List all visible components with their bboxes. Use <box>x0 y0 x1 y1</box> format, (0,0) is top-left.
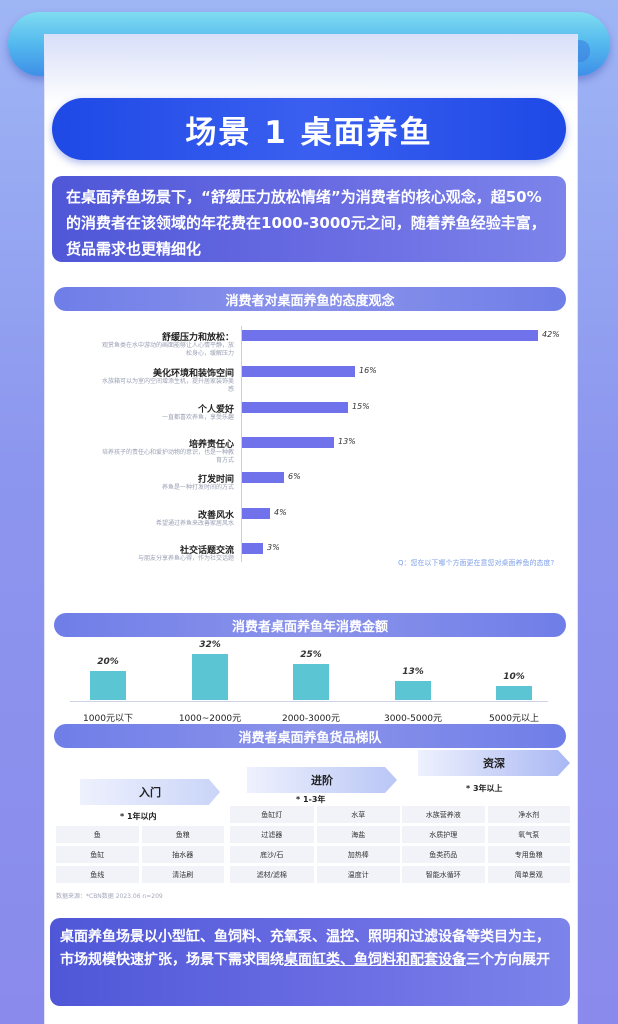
outro-text-part2: 三个方向展开 <box>466 952 550 968</box>
tier-expert-label: 资深 <box>418 750 570 776</box>
tier-item: 水族营养液 <box>402 806 485 823</box>
attitude-row: 打发时间 养鱼是一种打发时间的方式 6% <box>100 472 560 506</box>
spend-section-header: 消费者桌面养鱼年消费金额 <box>54 613 566 637</box>
spend-bar <box>293 664 329 700</box>
attitude-bar <box>242 508 270 519</box>
attitude-description: 观赏鱼类在水中游动的画面能够让人心情平静，放松身心，缓解压力 <box>101 342 234 357</box>
attitude-description: 与朋友分享养鱼心得，作为社交话题 <box>137 555 234 562</box>
tier-item: 简单景观 <box>487 866 570 883</box>
tier-item: 海盐 <box>316 826 400 843</box>
attitude-bar <box>242 330 538 341</box>
attitude-description: 一直都喜欢养鱼，享受乐趣 <box>161 414 234 421</box>
tier-expert-items: 水族营养液 净水剂 水质护理 氧气泵 鱼类药品 专用鱼粮 智能水循环 简单景观 <box>402 806 570 883</box>
spend-category-label: 1000元以下 <box>83 714 133 724</box>
tier-item: 鱼类药品 <box>402 846 485 863</box>
tier-item: 水质护理 <box>402 826 485 843</box>
tier-item: 鱼缸 <box>56 846 139 863</box>
tier-item: 水草 <box>316 806 400 823</box>
tier-item: 鱼粮 <box>141 826 224 843</box>
attitude-bar <box>242 366 355 377</box>
tier-item: 鱼 <box>56 826 139 843</box>
spend-category-label: 2000-3000元 <box>281 714 341 724</box>
tier-advanced-duration: * 1-3年 <box>296 795 326 804</box>
tier-item: 清洁刷 <box>141 866 224 883</box>
tier-item: 底沙/石 <box>230 846 314 863</box>
spend-category-label: 1000~2000元 <box>178 714 242 724</box>
attitude-row: 舒缓压力和放松： 观赏鱼类在水中游动的画面能够让人心情平静，放松身心，缓解压力 42… <box>100 330 560 364</box>
tier-entry-label: 入门 <box>80 779 220 805</box>
spend-value-label: 20% <box>97 657 119 667</box>
attitude-value-label: 42% <box>542 330 560 339</box>
attitude-row: 改善风水 希望通过养鱼来改善家居风水 4% <box>100 508 560 542</box>
spend-bar <box>90 671 126 700</box>
attitude-label: 培养责任心 <box>188 440 234 450</box>
data-source-note: 数据来源：*CBN数据 2023.06 n=209 <box>56 893 163 900</box>
tiers-section-header: 消费者桌面养鱼货品梯队 <box>54 724 566 748</box>
tier-item: 鱼线 <box>56 866 139 883</box>
attitude-row: 社交话题交流 与朋友分享养鱼心得，作为社交话题 3% <box>100 543 560 577</box>
attitude-value-label: 16% <box>359 366 377 375</box>
attitude-label: 改善风水 <box>197 511 234 521</box>
attitude-bar <box>242 437 334 448</box>
page-title: 场景 1 桌面养鱼 <box>185 114 433 151</box>
attitude-label: 社交话题交流 <box>179 546 234 556</box>
tier-expert-duration: * 3年以上 <box>466 784 503 793</box>
spend-value-label: 10% <box>503 672 525 682</box>
spend-value-label: 13% <box>402 667 424 677</box>
spend-value-label: 32% <box>199 640 221 650</box>
page-title-banner: 场景 1 桌面养鱼 <box>52 98 566 160</box>
tier-advanced-label: 进阶 <box>247 767 397 793</box>
attitude-chart-axis <box>241 326 242 562</box>
spend-bar <box>192 654 228 700</box>
tier-advanced-items: 鱼缸灯 水草 过滤器 海盐 底沙/石 加热棒 滤材/滤棉 温度计 <box>230 806 400 883</box>
attitude-value-label: 4% <box>274 508 287 517</box>
tier-item: 鱼缸灯 <box>230 806 314 823</box>
spend-value-label: 25% <box>300 650 322 660</box>
tier-item: 抽水器 <box>141 846 224 863</box>
tier-item: 专用鱼粮 <box>487 846 570 863</box>
attitude-description: 希望通过养鱼来改善家居风水 <box>155 520 234 527</box>
tier-item: 净水剂 <box>487 806 570 823</box>
attitude-label: 个人爱好 <box>197 405 234 415</box>
attitude-section-header: 消费者对桌面养鱼的态度观念 <box>54 287 566 311</box>
attitude-row: 培养责任心 培养孩子的责任心和爱护动物的意识，也是一种教育方式 13% <box>100 437 560 471</box>
attitude-label: 美化环境和装饰空间 <box>152 369 234 379</box>
attitude-bar <box>242 402 348 413</box>
tier-item: 加热棒 <box>316 846 400 863</box>
attitude-row: 个人爱好 一直都喜欢养鱼，享受乐趣 15% <box>100 402 560 436</box>
outro-text-part1: 桌面养鱼场景以小型缸、鱼饲料、充氧泵、温控、照明和过滤设备等类目为主，市场规模快… <box>60 929 550 968</box>
attitude-value-label: 3% <box>267 543 280 552</box>
attitude-question-note: Q：您在以下哪个方面更在意您对桌面养鱼的态度? <box>398 559 555 567</box>
spend-category-label: 5000元以上 <box>489 714 539 724</box>
attitude-description: 水族箱可以为室内空间增添生机，提升居家装饰美感 <box>101 378 234 393</box>
tier-entry-items: 鱼鱼粮 鱼缸 抽水器 鱼线 清洁刷 <box>56 826 224 883</box>
attitude-description: 养鱼是一种打发时间的方式 <box>161 484 234 491</box>
tier-item: 氧气泵 <box>487 826 570 843</box>
spend-category-label: 3000-5000元 <box>383 714 443 724</box>
tier-item: 滤材/滤棉 <box>230 866 314 883</box>
attitude-label: 打发时间 <box>197 475 234 485</box>
spend-chart-baseline <box>70 701 548 702</box>
tier-item: 智能水循环 <box>402 866 485 883</box>
attitude-bar <box>242 543 263 554</box>
intro-summary: 在桌面养鱼场景下，“舒缓压力放松情绪”为消费者的核心观念，超50%的消费者在该领… <box>52 176 566 262</box>
tier-entry-duration: * 1年以内 <box>120 812 157 821</box>
outro-summary: 桌面养鱼场景以小型缸、鱼饲料、充氧泵、温控、照明和过滤设备等类目为主，市场规模快… <box>50 918 570 1006</box>
attitude-bar <box>242 472 284 483</box>
attitude-value-label: 6% <box>288 472 301 481</box>
tier-item: 温度计 <box>316 866 400 883</box>
attitude-value-label: 13% <box>338 437 356 446</box>
tier-item: 过滤器 <box>230 826 314 843</box>
spend-bar <box>496 686 532 700</box>
outro-highlight: 桌面缸类、鱼饲料和配套设备 <box>284 952 466 968</box>
attitude-label: 舒缓压力和放松： <box>161 333 234 343</box>
attitude-value-label: 15% <box>352 402 370 411</box>
attitude-row: 美化环境和装饰空间 水族箱可以为室内空间增添生机，提升居家装饰美感 16% <box>100 366 560 400</box>
spend-bar <box>395 681 431 700</box>
attitude-description: 培养孩子的责任心和爱护动物的意识，也是一种教育方式 <box>101 449 234 464</box>
